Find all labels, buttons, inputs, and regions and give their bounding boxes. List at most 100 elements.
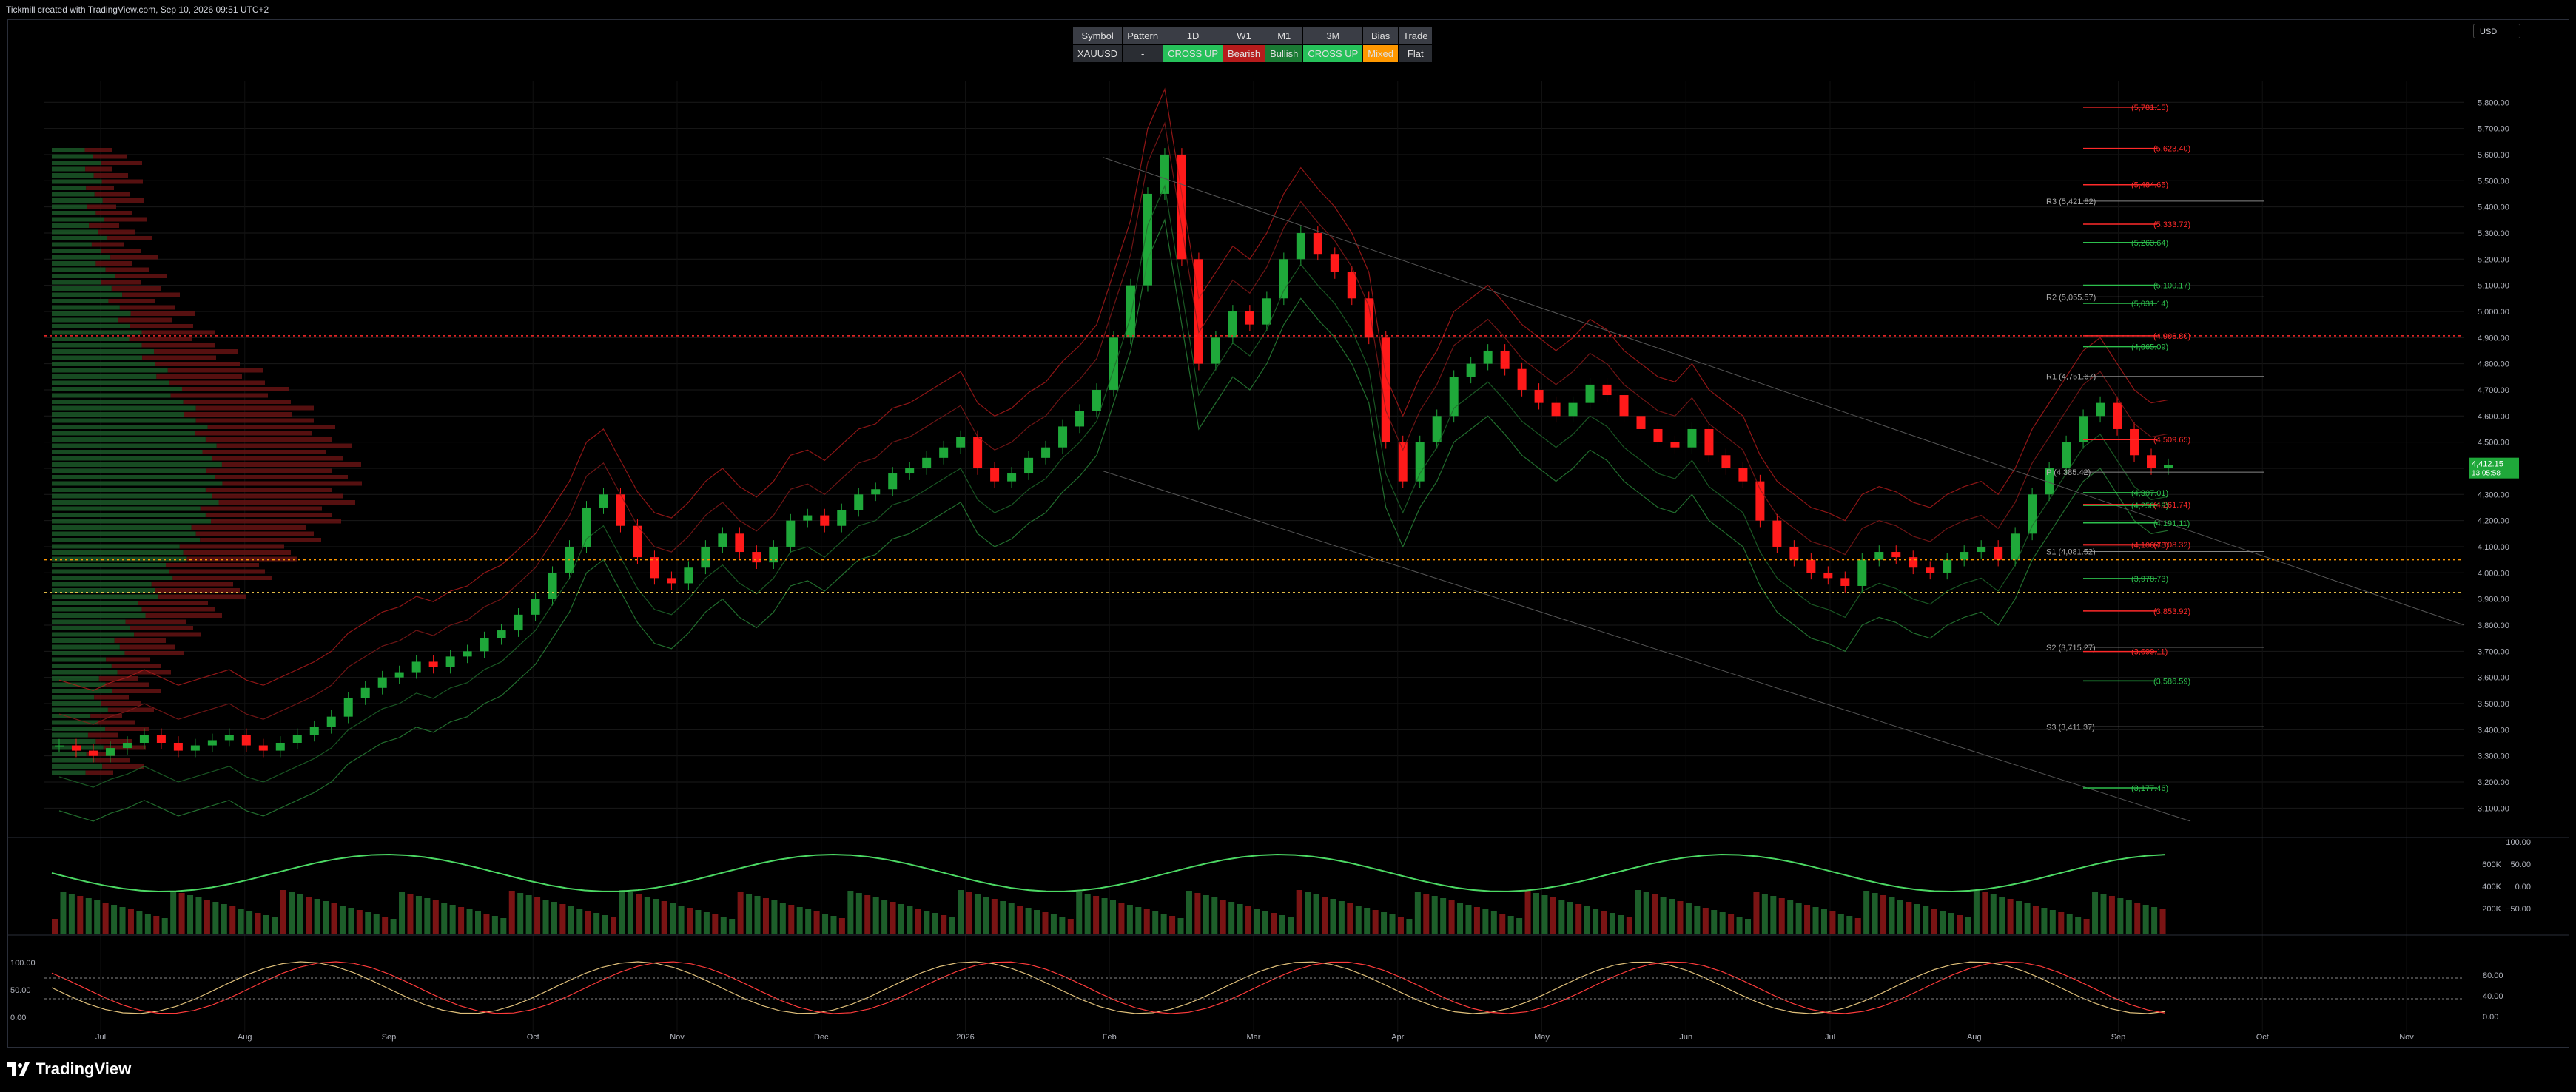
volume-profile-bar <box>124 651 184 655</box>
candle <box>1551 402 1561 417</box>
volume-bar <box>771 900 778 934</box>
candle <box>122 742 132 749</box>
volume-bar <box>551 902 557 934</box>
target-label: (3,699.11) <box>2131 648 2168 657</box>
volume-bar <box>1957 915 1963 934</box>
volume-profile-bar <box>52 739 96 744</box>
volume-bar <box>1118 903 1125 934</box>
target-label: (5,031.14) <box>2131 300 2168 309</box>
volume-bar <box>1702 908 1709 934</box>
chart-caption: Tickmill created with TradingView.com, S… <box>6 4 269 15</box>
candle <box>2045 468 2054 495</box>
volume-profile-bar <box>110 255 158 260</box>
volume-profile-bar <box>52 380 169 385</box>
volume-bar <box>1228 902 1235 934</box>
signal-value-pattern: - <box>1122 44 1164 63</box>
volume-bar <box>390 919 397 934</box>
volume-profile-bar <box>52 569 169 574</box>
pivot-label: R1 (4,751.67) <box>2046 373 2096 382</box>
volume-profile-bar <box>119 305 175 310</box>
volume-bar <box>127 909 134 934</box>
volume-bar <box>238 909 244 934</box>
candle <box>1211 337 1220 364</box>
volume-bar <box>813 911 820 934</box>
volume-bar <box>822 914 829 934</box>
volume-profile-bar <box>86 186 114 190</box>
countdown-label: 13:05:58 <box>2472 470 2501 478</box>
target-label: (5,100.17) <box>2153 282 2190 291</box>
volume-bar <box>1906 902 1912 934</box>
volume-bar <box>1965 917 1971 934</box>
volume-bar <box>924 911 930 934</box>
volume-profile-bar <box>52 431 195 436</box>
volume-profile-bar <box>52 374 157 379</box>
volume-profile-bar <box>101 249 141 253</box>
volume-profile-bar <box>200 506 322 511</box>
volume-profile-bar <box>52 468 206 473</box>
volume-profile-bar <box>52 412 184 417</box>
volume-profile-bar <box>155 362 240 366</box>
volume-profile-bar <box>195 431 312 436</box>
volume-profile-bar <box>52 670 118 675</box>
volume-bar <box>1990 894 1997 934</box>
volume-bar <box>2024 903 2031 934</box>
volume-profile-bar <box>105 682 149 687</box>
volume-profile-bar <box>111 286 161 291</box>
price-tick-label: 5,700.00 <box>2478 125 2509 134</box>
candle <box>1432 416 1442 442</box>
volume-bar <box>424 898 431 934</box>
volume-bar <box>872 897 879 934</box>
volume-profile-bar <box>52 513 206 517</box>
volume-profile-bar <box>52 255 111 260</box>
volume-bar <box>703 912 710 934</box>
volume-bar <box>1541 895 1548 934</box>
volume-bar <box>661 901 667 934</box>
candle <box>1568 402 1578 417</box>
time-tick-label: Jul <box>1825 1033 1835 1042</box>
volume-bar <box>1829 911 1836 934</box>
volume-bar <box>1042 912 1049 934</box>
candle <box>1891 552 1901 558</box>
candle <box>105 748 115 756</box>
brand: TradingView <box>7 1059 131 1079</box>
volume-profile-bar <box>86 752 115 756</box>
volume-bar <box>1914 904 1920 934</box>
volume-profile-bar <box>52 261 96 266</box>
volume-profile-bar <box>118 317 172 323</box>
candle <box>871 489 881 495</box>
volume-bar <box>695 910 702 934</box>
candle <box>258 745 268 751</box>
price-tick-label: 4,800.00 <box>2478 360 2509 369</box>
last-price-label: 4,412.15 <box>2472 460 2503 469</box>
currency-selector[interactable]: USD <box>2473 24 2520 38</box>
time-tick-label: Nov <box>670 1033 685 1042</box>
volume-profile-bar <box>85 770 113 775</box>
volume-bar <box>1482 909 1489 934</box>
candle <box>1007 473 1017 482</box>
signal-value-trade: Flat <box>1397 44 1433 63</box>
volume-bar <box>356 910 363 934</box>
volume-bar <box>1820 909 1827 934</box>
volume-bar <box>60 892 67 934</box>
volume-bar <box>1593 909 1599 934</box>
candle <box>1977 546 1986 553</box>
volume-profile-bar <box>52 531 196 536</box>
volume-profile-bar <box>94 695 129 700</box>
volume-bar <box>2066 914 2073 934</box>
volume-profile-bar <box>52 274 115 278</box>
volume-bar <box>1473 907 1480 934</box>
volume-profile-bar <box>52 305 120 310</box>
time-tick-label: Jul <box>95 1033 106 1042</box>
volume-profile-bar <box>167 368 263 373</box>
volume-profile-bar <box>52 682 106 687</box>
volume-bar <box>838 918 845 934</box>
volume-bar <box>52 919 58 934</box>
candle <box>1262 298 1271 325</box>
volume-profile-bar <box>179 544 284 549</box>
volume-profile-bar <box>52 166 86 172</box>
volume-bar <box>796 907 803 934</box>
volume-bar <box>1084 894 1091 934</box>
volume-bar <box>1728 914 1735 934</box>
price-tick-label: 4,600.00 <box>2478 412 2509 421</box>
